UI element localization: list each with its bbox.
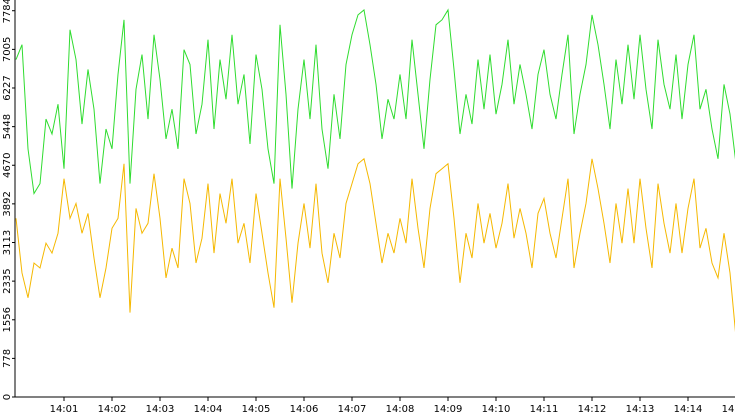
y-tick-label: 3113: [2, 230, 13, 255]
y-tick-label: 3892: [2, 191, 13, 216]
x-tick-label: 14:06: [290, 404, 319, 415]
x-tick-label: 14:05: [242, 404, 271, 415]
x-tick-label: 14:04: [194, 404, 223, 415]
y-tick-label: 1556: [2, 307, 13, 332]
x-tick-label: 14:02: [98, 404, 127, 415]
y-tick-label: 4670: [2, 153, 13, 178]
y-tick-label: 778: [2, 349, 13, 368]
x-tick-label: 14:03: [146, 404, 175, 415]
x-tick-label: 14:08: [386, 404, 415, 415]
y-tick-label: 7005: [2, 37, 13, 62]
x-tick-label: 14:14: [674, 404, 703, 415]
x-tick-label: 14:11: [530, 404, 559, 415]
x-tick-label: 14:01: [50, 404, 79, 415]
y-tick-label: 0: [2, 394, 13, 400]
y-tick-label: 5448: [2, 114, 13, 139]
x-tick-label: 14:13: [626, 404, 655, 415]
x-tick-label: 14:09: [434, 404, 463, 415]
line-series: [15, 157, 735, 333]
line-series: [15, 8, 735, 196]
x-tick-label: 14:12: [578, 404, 607, 415]
x-tick-label: 14:10: [482, 404, 511, 415]
y-tick-label: 2335: [2, 268, 13, 293]
y-tick-label: 7784: [2, 0, 13, 23]
x-tick-label: 14:15: [722, 404, 735, 415]
y-tick-label: 6227: [2, 75, 13, 100]
x-tick-label: 14:07: [338, 404, 367, 415]
